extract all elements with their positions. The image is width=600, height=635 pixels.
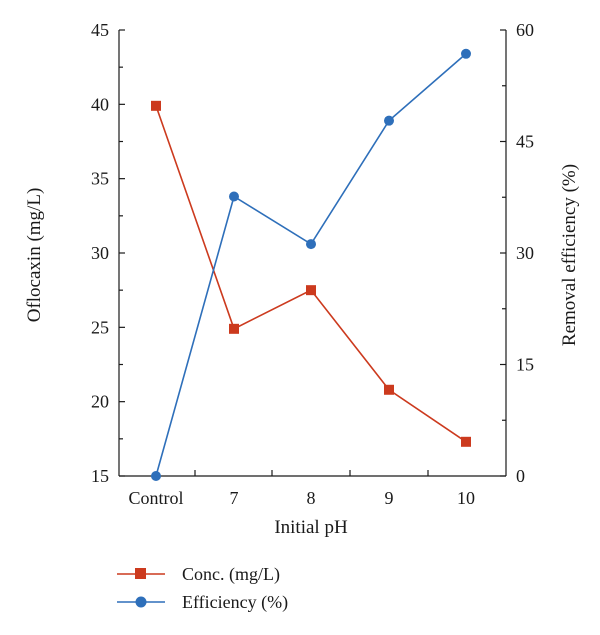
y-left-tick-label: 15 bbox=[91, 466, 109, 486]
series-efficiency-point bbox=[384, 115, 394, 126]
y-left-tick-label: 35 bbox=[91, 169, 109, 189]
x-tick-label: Control bbox=[128, 488, 183, 508]
series-conc-point bbox=[306, 285, 316, 296]
y-right-tick-label: 30 bbox=[516, 243, 534, 263]
y-left-tick-label: 40 bbox=[91, 94, 109, 114]
y-right-tick-label: 15 bbox=[516, 355, 534, 375]
y-left-tick-label: 25 bbox=[91, 317, 109, 337]
y-right-tick-label: 60 bbox=[516, 20, 534, 40]
x-axis-title: Initial pH bbox=[274, 517, 348, 538]
y-left-tick-label: 30 bbox=[91, 243, 109, 263]
series-efficiency-point bbox=[461, 48, 471, 59]
series-efficiency-point bbox=[229, 191, 239, 202]
x-tick-label: 10 bbox=[457, 488, 475, 508]
legend-efficiency-label: Efficiency (%) bbox=[182, 592, 288, 613]
y-left-tick-label: 20 bbox=[91, 392, 109, 412]
series-efficiency-point bbox=[306, 239, 316, 250]
y-axis-left-title: Oflocaxin (mg/L) bbox=[24, 188, 45, 323]
legend-item-conc: Conc. (mg/L) bbox=[117, 564, 280, 585]
series-conc-point bbox=[384, 384, 394, 395]
x-tick-label: 8 bbox=[307, 488, 316, 508]
series-conc-point bbox=[461, 436, 471, 447]
y-axis-right-title: Removal efficiency (%) bbox=[559, 164, 580, 346]
y-left-tick-label: 45 bbox=[91, 20, 109, 40]
legend-conc-marker bbox=[135, 568, 146, 579]
y-right-tick-label: 0 bbox=[516, 466, 525, 486]
x-tick-label: 9 bbox=[385, 488, 394, 508]
series-efficiency-line bbox=[155, 53, 467, 477]
legend-item-efficiency: Efficiency (%) bbox=[117, 592, 288, 613]
y-right-tick-label: 45 bbox=[516, 132, 534, 152]
axes bbox=[118, 30, 507, 477]
series-efficiency-point bbox=[151, 471, 161, 481]
series-layer bbox=[151, 48, 471, 481]
legend-efficiency-marker bbox=[135, 596, 147, 608]
series-conc-point bbox=[229, 323, 239, 334]
series-conc-point bbox=[151, 100, 161, 111]
legend-conc-label: Conc. (mg/L) bbox=[182, 564, 280, 585]
series-conc-line bbox=[155, 105, 467, 443]
legend: Conc. (mg/L) Efficiency (%) bbox=[117, 564, 288, 613]
x-tick-label: 7 bbox=[230, 488, 239, 508]
ticks: 15 20 25 30 35 40 45 0 15 30 45 60 Control 7 8 9 10 bbox=[91, 20, 534, 508]
